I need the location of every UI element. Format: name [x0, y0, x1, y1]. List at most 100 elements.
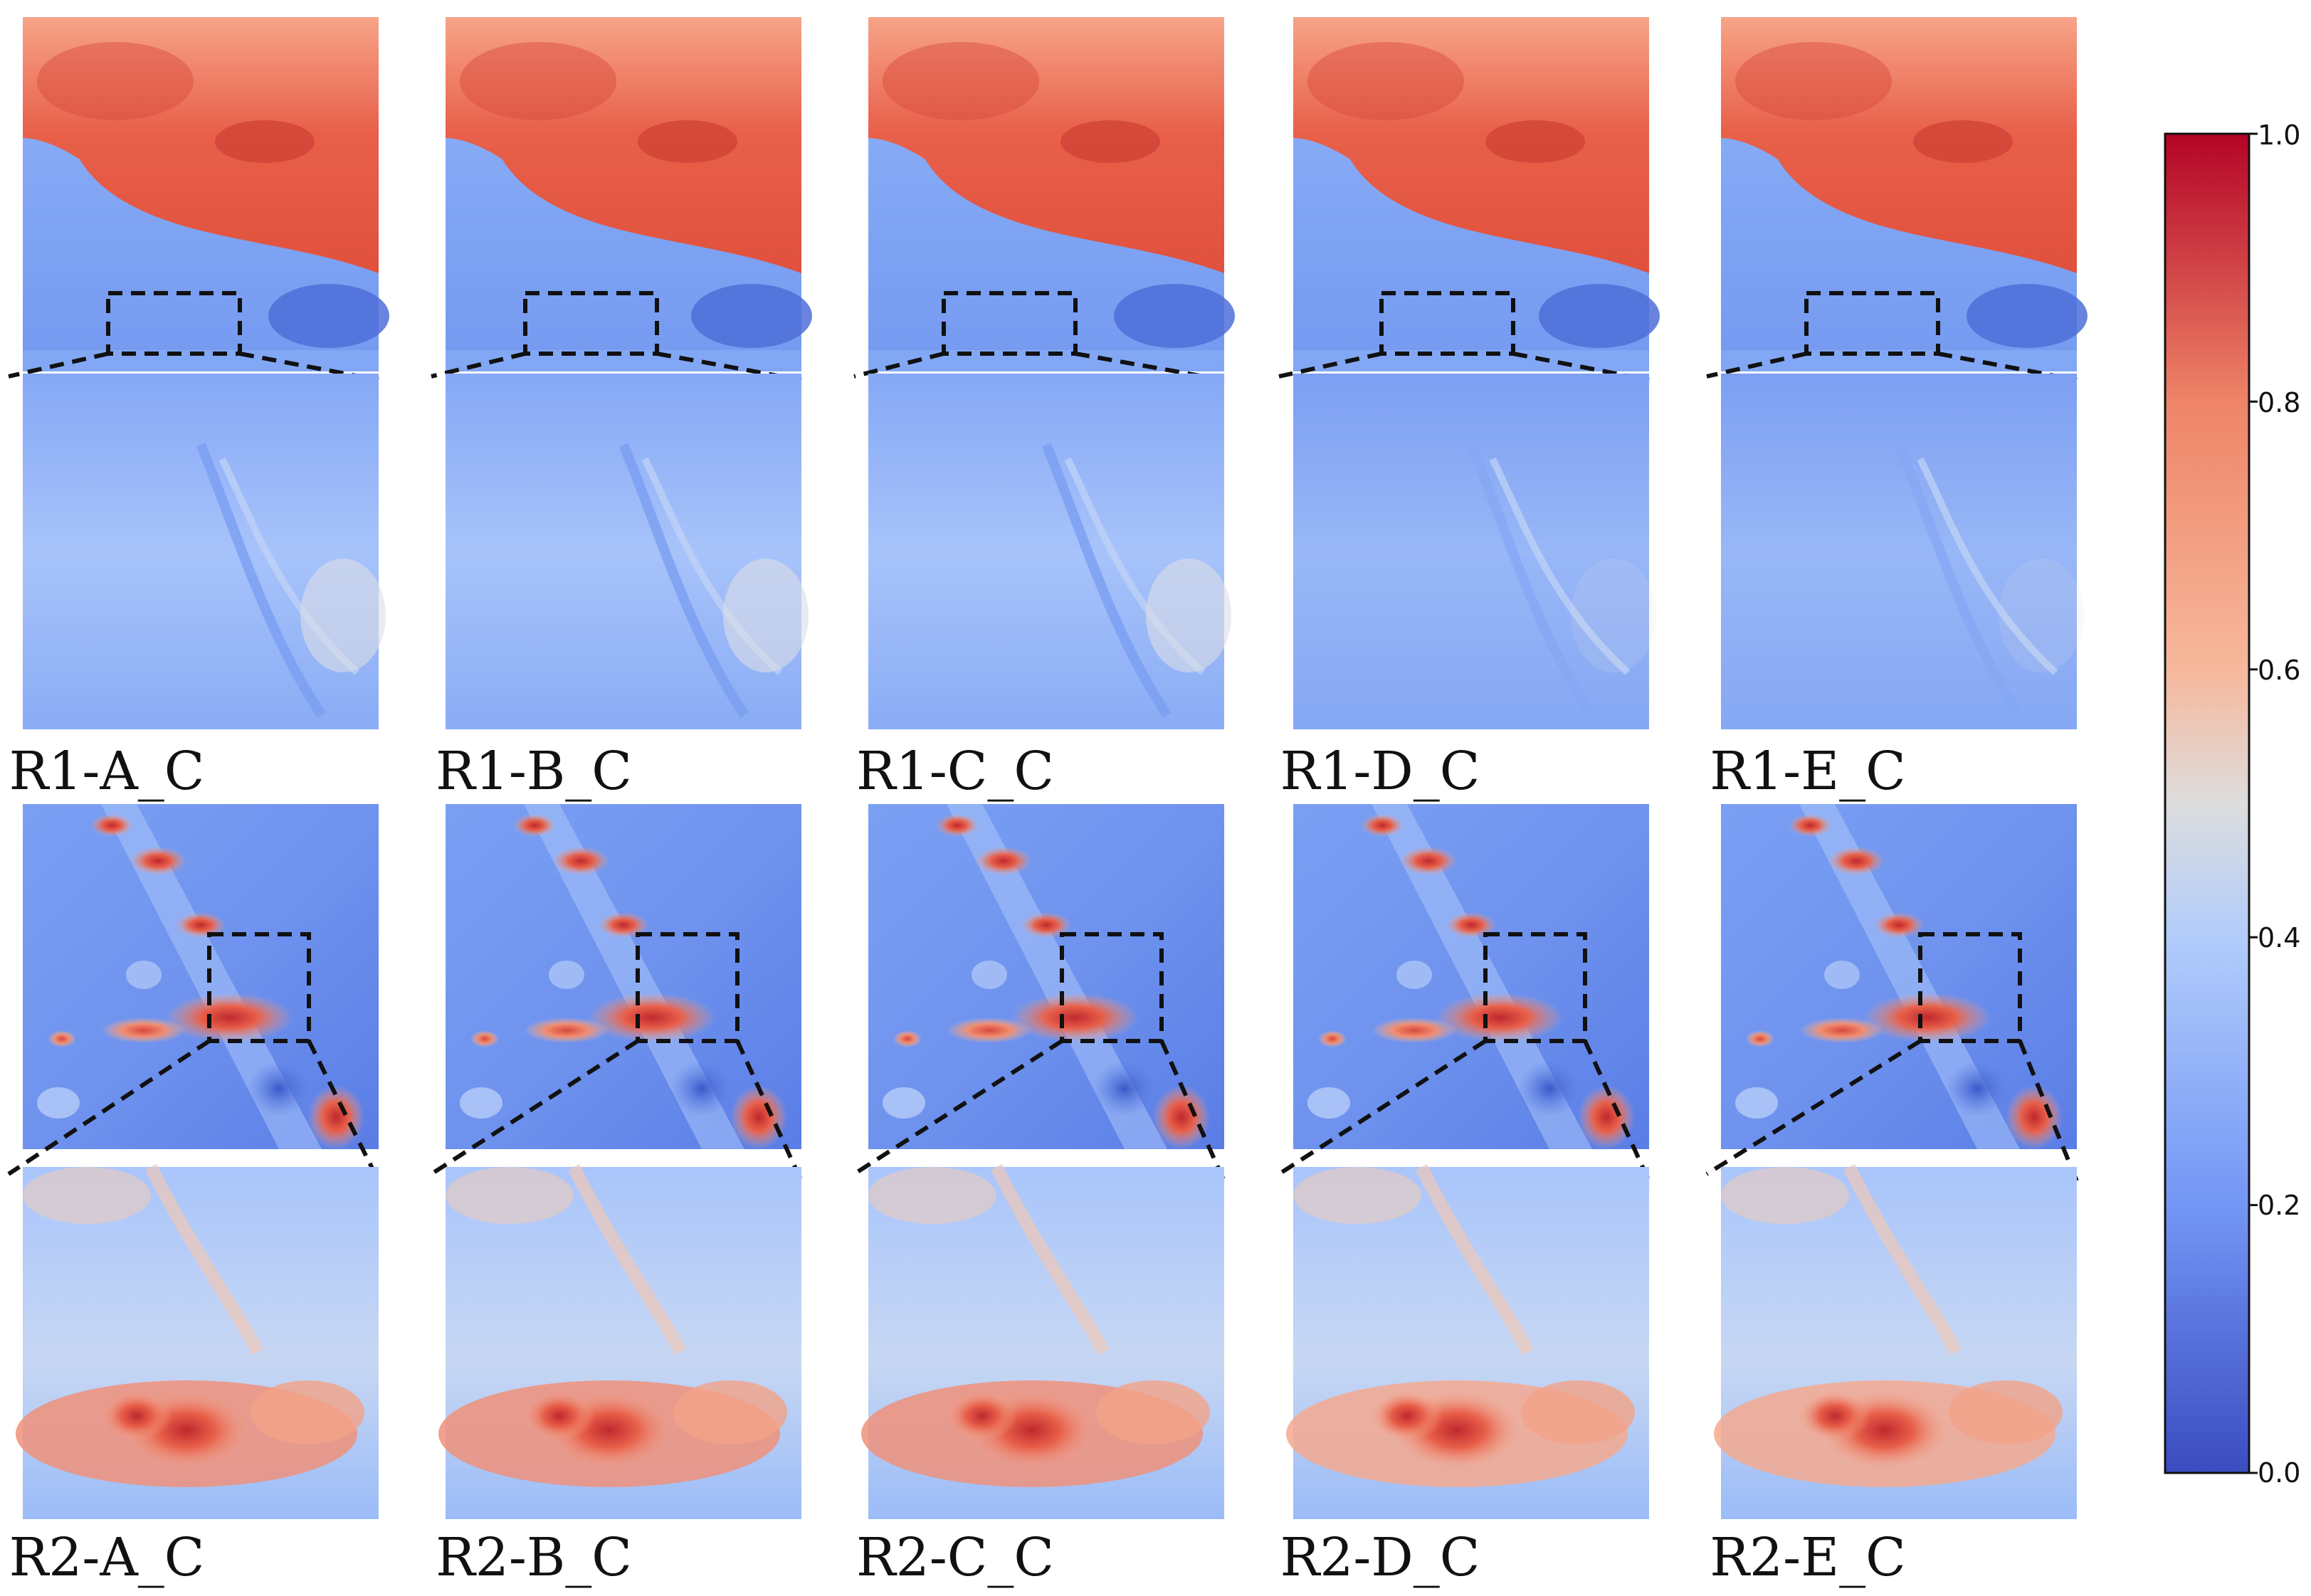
light-patch — [23, 1167, 151, 1224]
hotspot — [1446, 912, 1496, 938]
hotspot — [176, 912, 226, 938]
zoom-connector — [307, 1040, 381, 1183]
hotspot — [1828, 847, 1885, 875]
hotspot — [1799, 1391, 1870, 1441]
zoom-connector — [735, 1040, 804, 1183]
panel-r1-c — [853, 17, 1235, 729]
light-spot — [1735, 1087, 1778, 1119]
ridge-line — [1917, 457, 2058, 675]
light-patch — [868, 1167, 996, 1224]
panel-label-r1-a: R1-A_C — [9, 741, 205, 802]
dark-blue-patch — [691, 284, 812, 348]
panel-label-r1-d: R1-D_C — [1280, 741, 1480, 802]
ridge-line — [567, 1163, 687, 1355]
ridge-line — [1041, 443, 1172, 718]
hotspot — [1361, 814, 1404, 837]
zoom-connector — [2018, 1040, 2079, 1183]
light-spot — [1307, 1087, 1350, 1119]
colorbar — [2164, 132, 2251, 1474]
zoom-connector — [1278, 352, 1382, 379]
zoom-box — [207, 932, 311, 1043]
dark-red-spot — [1485, 120, 1585, 163]
light-patch — [1293, 1167, 1421, 1224]
panel-r2-e — [1705, 804, 2079, 1519]
red-patch — [37, 42, 194, 120]
hotspot — [1746, 1030, 1774, 1047]
zoom-box — [1918, 932, 2022, 1043]
light-spot — [460, 1087, 502, 1119]
dark-red-spot — [638, 120, 737, 163]
hotspot — [48, 1030, 76, 1047]
zoom-box — [636, 932, 739, 1043]
light-patch — [1571, 559, 1656, 672]
panel-r2-b — [430, 804, 804, 1519]
red-region — [868, 17, 1224, 273]
zoom-connector — [7, 1039, 211, 1176]
hotspot — [947, 1391, 1018, 1441]
panel-r1-d — [1278, 17, 1660, 729]
hotspot — [1153, 1085, 1210, 1149]
panel-r2-d — [1278, 804, 1651, 1519]
ridge-line — [990, 1163, 1110, 1355]
panel-label-r2-a: R2-A_C — [9, 1527, 205, 1588]
zoomed-map — [1293, 374, 1649, 729]
hotspot — [524, 1018, 609, 1043]
light-spot — [1396, 961, 1432, 989]
hotspot — [552, 847, 609, 875]
zoom-connector — [8, 352, 109, 379]
hotspot — [1789, 814, 1831, 837]
colorbar-tick-label: 0.2 — [2258, 1190, 2301, 1221]
panel-label-r2-e: R2-E_C — [1710, 1527, 1906, 1588]
hotspot — [599, 912, 648, 938]
light-band — [446, 350, 801, 371]
zoom-box — [523, 291, 659, 356]
light-spot — [126, 961, 162, 989]
panel-label-r2-b: R2-B_C — [436, 1527, 632, 1588]
zoom-connector — [1705, 1039, 1922, 1176]
red-patch — [883, 42, 1039, 120]
ridge-line — [1466, 443, 1596, 718]
zoomed-map — [868, 374, 1224, 729]
hotspot — [1021, 912, 1071, 938]
zoom-connector — [431, 352, 526, 379]
red-patch — [1307, 42, 1464, 120]
red-region — [1293, 17, 1649, 273]
ridge-line — [1894, 443, 2024, 718]
zoomed-map — [446, 374, 801, 729]
colorbar-ticks — [2249, 132, 2258, 1474]
ridge-line — [1489, 457, 1631, 675]
zoom-connector — [1159, 1040, 1226, 1183]
ridge-line — [618, 443, 749, 718]
hotspot — [947, 1018, 1032, 1043]
panel-r2-c — [853, 804, 1226, 1519]
light-patch — [1146, 559, 1231, 672]
hotspot — [130, 847, 186, 875]
hotspot — [936, 814, 979, 837]
zoom-connector — [1278, 1039, 1487, 1176]
hotspot — [470, 1030, 499, 1047]
hotspot — [101, 1018, 186, 1043]
panel-label-r1-b: R1-B_C — [436, 741, 632, 802]
panel-r1-a — [8, 17, 389, 729]
light-patch — [446, 1167, 574, 1224]
hotspot — [524, 1391, 595, 1441]
hotspot — [893, 1030, 922, 1047]
dark-blue-spot — [247, 1060, 311, 1117]
hotspot — [730, 1085, 787, 1149]
zoom-box — [1483, 932, 1587, 1043]
red-patch — [460, 42, 616, 120]
dark-blue-patch — [268, 284, 389, 348]
hotspot — [1436, 993, 1564, 1042]
red-region — [446, 17, 801, 273]
light-spot — [972, 961, 1007, 989]
hotspot — [2006, 1085, 2063, 1149]
hot-band — [1521, 1380, 1635, 1444]
zoom-box — [942, 291, 1078, 356]
hotspot — [588, 993, 716, 1042]
dark-blue-patch — [1967, 284, 2088, 348]
zoom-box — [1060, 932, 1164, 1043]
zoom-box — [1804, 291, 1940, 356]
colorbar-tick-label: 0.6 — [2258, 655, 2301, 686]
ridge-line — [1415, 1163, 1534, 1355]
panel-label-r1-c: R1-C_C — [856, 741, 1055, 802]
